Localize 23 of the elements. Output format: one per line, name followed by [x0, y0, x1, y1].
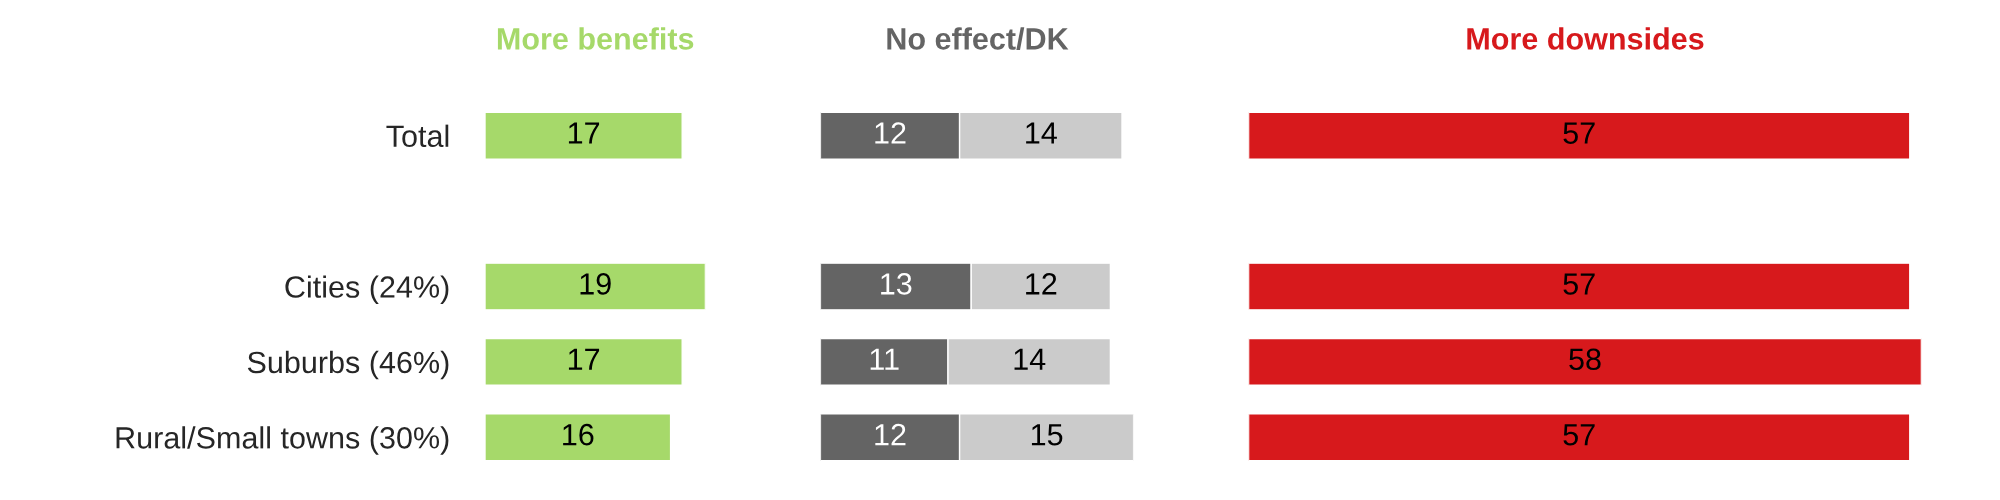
y-tick-label: Rural/Small towns (30%) — [116, 426, 449, 455]
data-label: 12 — [875, 423, 906, 446]
data-label: 13 — [881, 273, 912, 295]
chart-title: More benefits — [497, 27, 694, 50]
data-label: 12 — [875, 122, 906, 144]
data-label: 58 — [1569, 348, 1601, 371]
data-label: 17 — [568, 348, 600, 370]
data-label: 14 — [1014, 348, 1046, 370]
data-label: 19 — [580, 273, 611, 295]
data-label: 57 — [1563, 273, 1595, 295]
data-label: 57 — [1563, 122, 1595, 144]
data-label: 17 — [568, 122, 600, 144]
data-label: 57 — [1563, 424, 1595, 446]
y-tick-label: Cities (24%) — [285, 275, 449, 304]
y-tick-label: Total — [386, 124, 449, 148]
data-label: 14 — [1026, 122, 1057, 144]
chart-title: No effect/DK — [887, 27, 1069, 50]
y-tick-label: Suburbs (46%) — [247, 350, 449, 380]
data-label: 15 — [1031, 424, 1063, 446]
data-label: 16 — [563, 423, 594, 446]
data-label: 11 — [870, 348, 899, 370]
chart-title: More downsides — [1467, 27, 1704, 50]
data-label: 12 — [1026, 273, 1057, 295]
